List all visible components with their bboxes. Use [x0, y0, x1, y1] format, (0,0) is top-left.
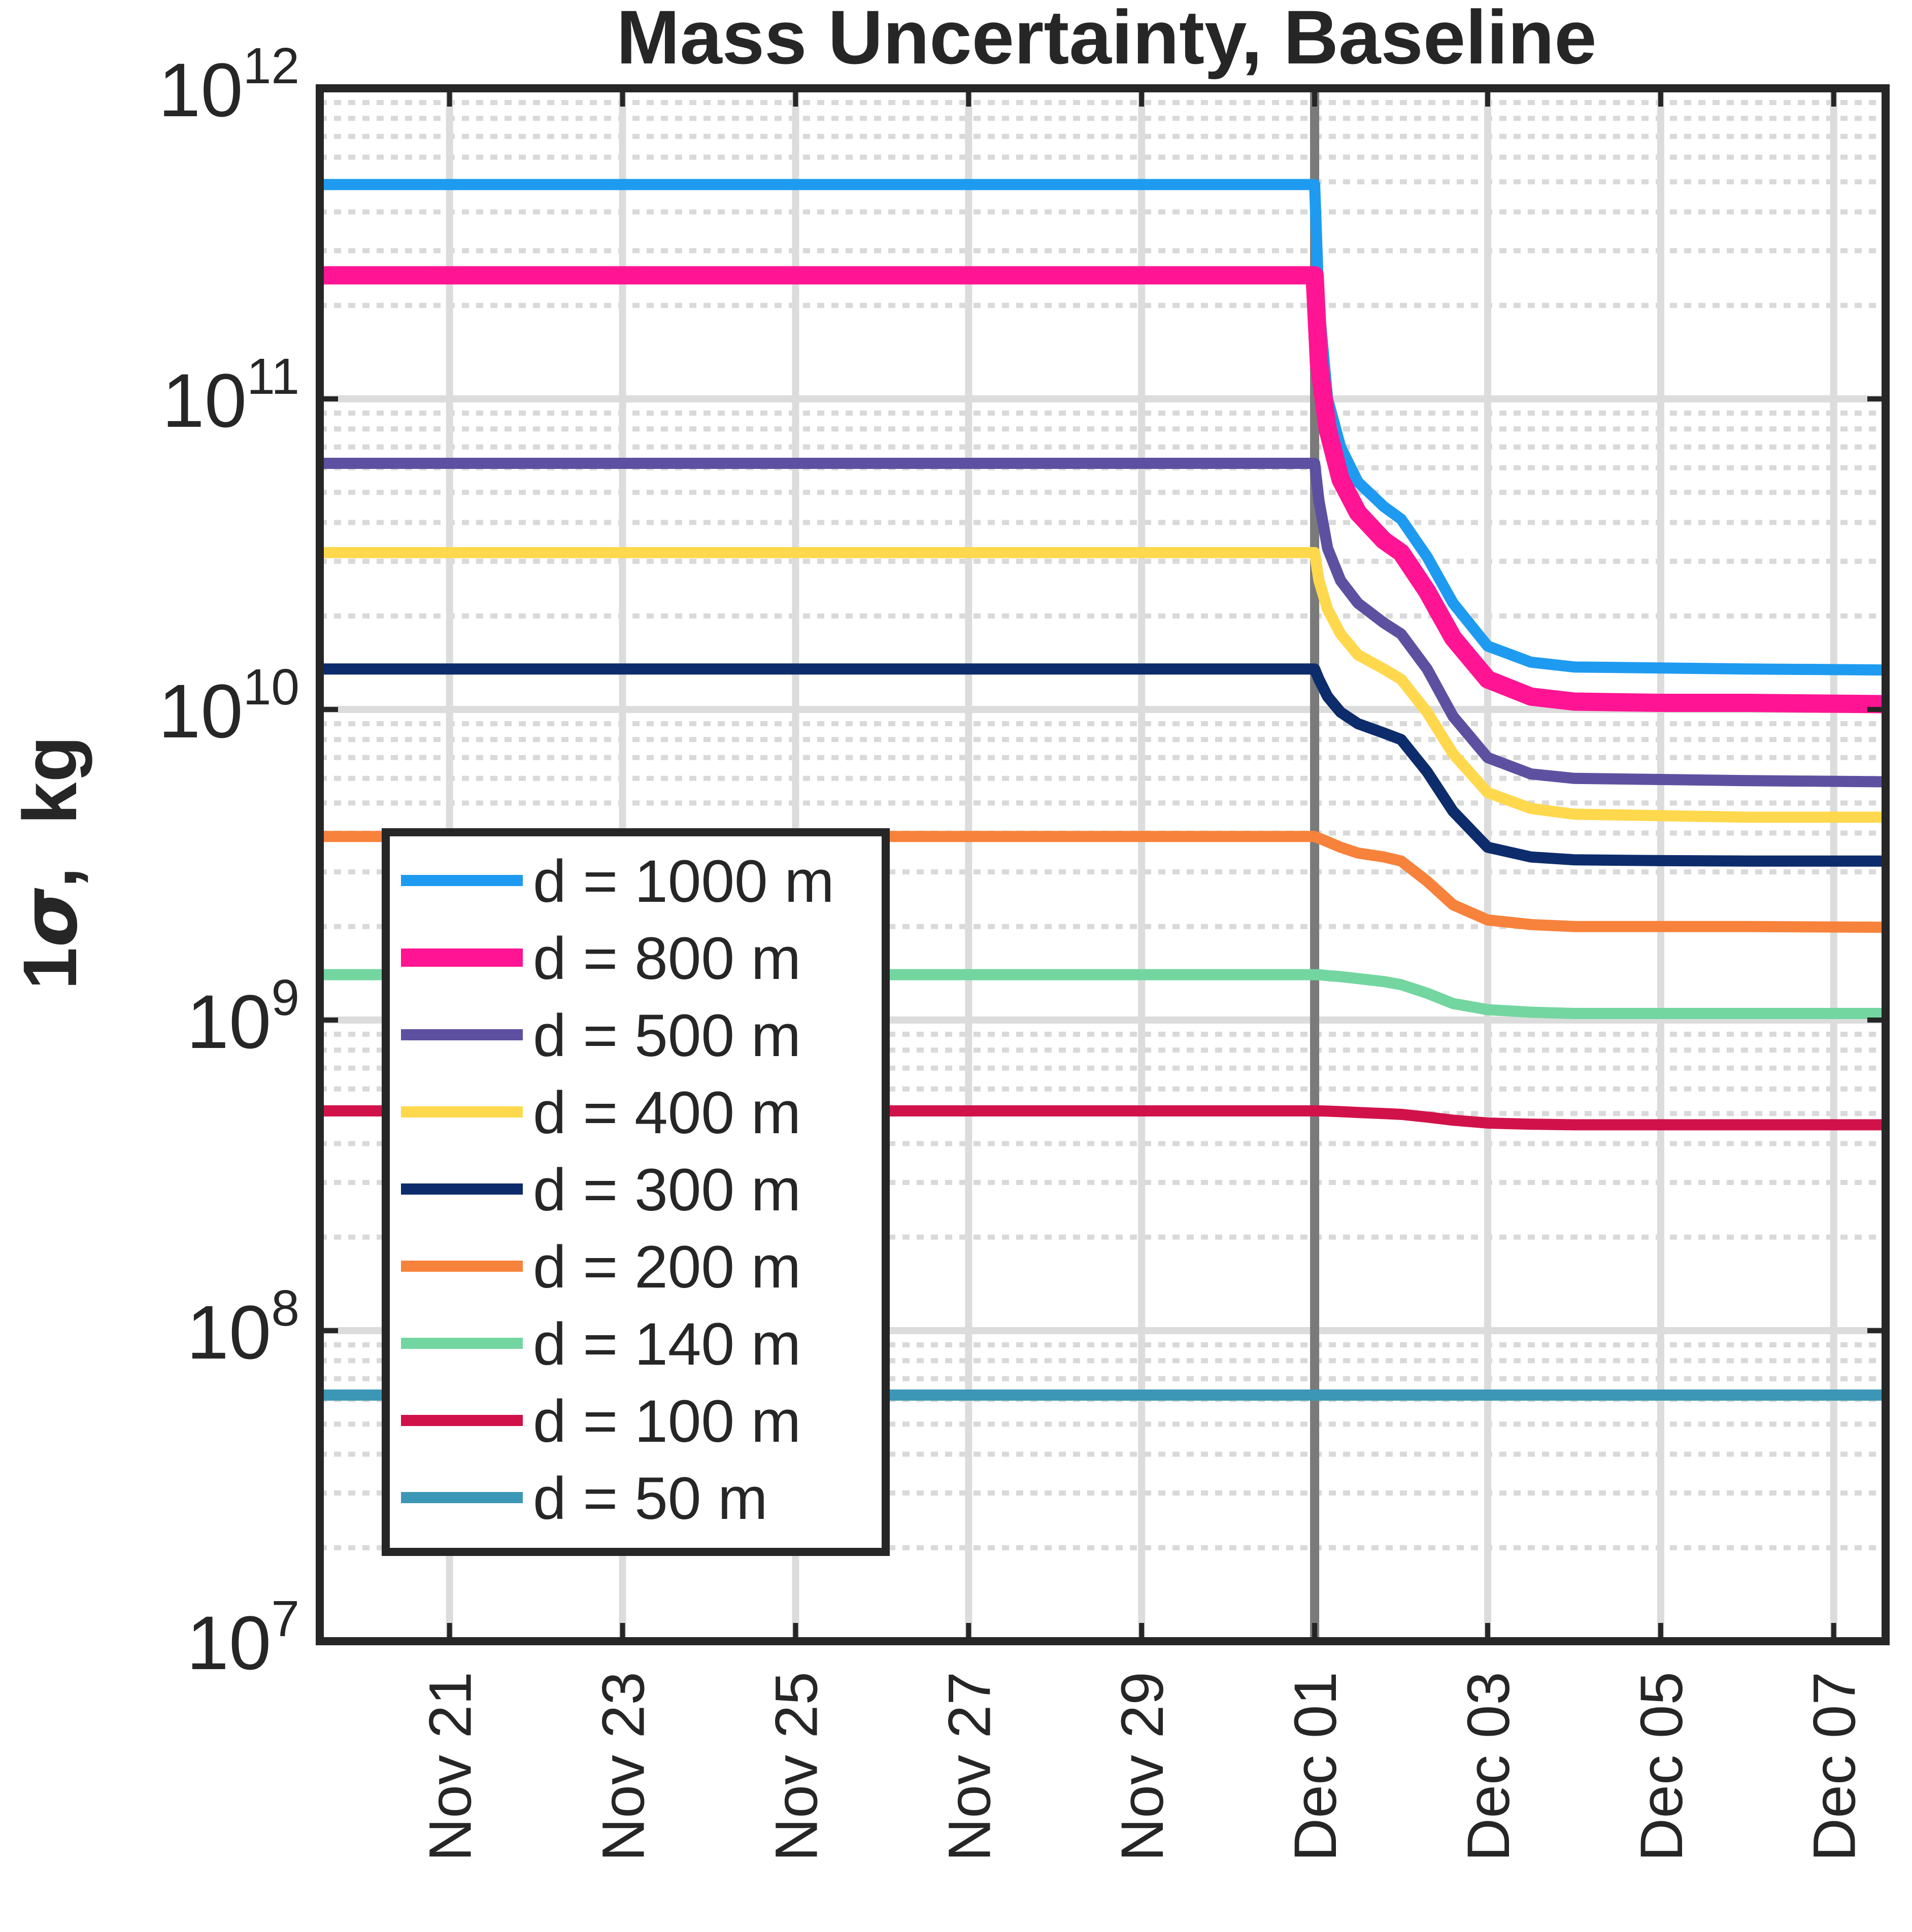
x-tick-label: Dec 01: [1282, 1672, 1349, 1861]
x-tick-label: Nov 27: [936, 1672, 1003, 1861]
series-line-7: [320, 969, 1886, 1020]
series-lines: [320, 179, 1886, 1401]
y-tick-label: 109: [187, 969, 299, 1064]
y-tick-label: 1012: [158, 38, 299, 132]
y-tick-label: 108: [187, 1280, 299, 1375]
series-line-4: [320, 547, 1886, 823]
x-tick-label: Nov 21: [417, 1672, 484, 1861]
y-tick-base: 10: [187, 1290, 272, 1375]
legend-label: d = 50 m: [533, 1465, 767, 1532]
y-tick-base: 10: [187, 1600, 272, 1685]
x-tick-label: Dec 03: [1455, 1672, 1522, 1861]
series-line-6: [320, 831, 1886, 933]
y-tick-label: 1010: [158, 659, 299, 754]
y-tick-label: 107: [187, 1590, 299, 1685]
y-tick-base: 10: [187, 979, 272, 1064]
x-tick-label: Dec 05: [1628, 1672, 1695, 1861]
legend-label: d = 500 m: [533, 1002, 801, 1069]
legend-label: d = 1000 m: [533, 848, 834, 915]
y-tick-exponent: 11: [247, 348, 299, 405]
y-tick-exponent: 8: [271, 1280, 299, 1337]
y-axis-label-sigma: σ: [6, 888, 94, 947]
y-tick-base: 10: [158, 47, 243, 132]
y-axis-label-unit: , kg: [7, 736, 92, 888]
series-line-5: [320, 663, 1886, 867]
legend-label: d = 400 m: [533, 1079, 801, 1146]
legend-label: d = 300 m: [533, 1157, 801, 1224]
y-tick-exponent: 12: [243, 38, 299, 94]
legend: d = 1000 m d = 800 m d = 500 m d = 400 m d =…: [382, 828, 890, 1556]
y-tick-exponent: 10: [243, 659, 299, 716]
y-tick-base: 10: [162, 358, 247, 443]
legend-label: d = 200 m: [533, 1234, 801, 1301]
legend-label: d = 800 m: [533, 925, 801, 992]
plot-frame: [316, 84, 1890, 1645]
x-tick-label: Nov 25: [763, 1672, 830, 1861]
series-line-2: [320, 266, 1886, 714]
y-tick-base: 10: [158, 668, 243, 754]
chart-title: Mass Uncertainty, Baseline: [616, 0, 1596, 80]
legend-label: d = 100 m: [533, 1388, 801, 1455]
series-line-8: [320, 1105, 1886, 1131]
legend-label: d = 140 m: [533, 1311, 801, 1378]
x-tick-label: Dec 07: [1801, 1672, 1868, 1861]
y-axis-label-number: 1: [7, 947, 92, 990]
x-tick-label: Nov 29: [1109, 1672, 1176, 1861]
x-tick-label: Nov 23: [590, 1672, 657, 1861]
x-axis-ticks: Nov 21 Nov 23 Nov 25 Nov 27 Nov 29 Dec 01 Dec …: [417, 88, 1868, 1861]
y-tick-exponent: 9: [271, 969, 299, 1026]
y-axis-label: 1σ, kg: [6, 736, 94, 990]
y-tick-label: 1011: [162, 348, 299, 443]
series-line-3: [320, 458, 1886, 788]
y-tick-exponent: 7: [271, 1590, 299, 1647]
